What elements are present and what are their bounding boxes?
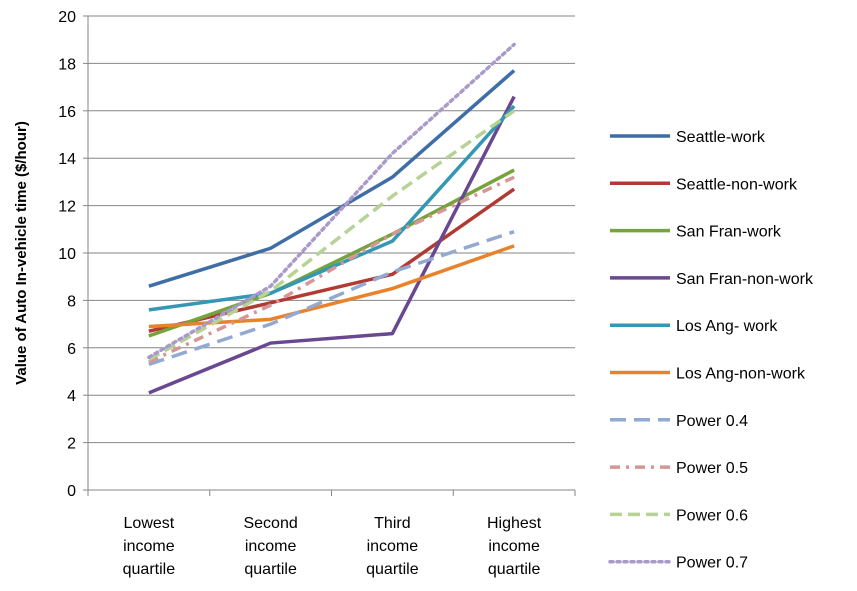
legend-label: Power 0.6	[676, 507, 748, 524]
legend-label: San Fran-non-work	[676, 271, 814, 288]
series-line-los-ang-work	[148, 104, 516, 312]
series-line-power-0-6	[148, 109, 516, 362]
series-line-power-0-4	[148, 230, 515, 367]
series-line-seattle-work	[148, 69, 516, 288]
legend-label: Los Ang- work	[676, 318, 778, 335]
series-lines	[147, 42, 516, 395]
x-tick-label: Lowest income quartile	[123, 515, 176, 578]
y-tick-label: 2	[67, 436, 76, 453]
legend-label: Seattle-non-work	[676, 176, 798, 193]
legend-label: San Fran-work	[676, 224, 782, 241]
axes	[83, 15, 576, 496]
y-axis-label: Value of Auto In-vehicle time ($/hour)	[13, 121, 30, 385]
x-tick-label: Highest income quartile	[487, 515, 542, 578]
series-line-san-fran-non-work	[148, 95, 516, 395]
y-tick-label: 12	[58, 199, 76, 216]
series-line-seattle-non-work	[148, 187, 516, 333]
legend: Seattle-work Seattle-non-work San Fran-wor…	[608, 129, 814, 572]
legend-label: Seattle-work	[676, 129, 766, 146]
x-tick-labels: Lowest income quartile Second income quartile…	[123, 515, 542, 578]
legend-label: Power 0.5	[676, 460, 748, 477]
series-line-power-0-7	[147, 42, 516, 360]
legend-label: Power 0.7	[676, 555, 748, 572]
y-tick-label: 4	[67, 388, 76, 405]
y-tick-label: 10	[58, 246, 76, 263]
series-line-los-ang-non-work	[148, 244, 515, 329]
series-line-power-0-5	[148, 175, 515, 364]
y-tick-label: 18	[58, 56, 76, 73]
y-tick-label: 0	[67, 483, 76, 500]
y-tick-labels: 0 2 4 6 8 10 12 14 16 18 20	[58, 9, 76, 500]
x-tick-label: Third income quartile	[366, 515, 419, 578]
legend-label: Power 0.4	[676, 413, 748, 430]
y-tick-label: 14	[58, 151, 76, 168]
y-tick-label: 20	[58, 9, 76, 26]
x-tick-label: Second income quartile	[243, 515, 297, 578]
y-tick-label: 16	[58, 104, 76, 121]
legend-label: Los Ang-non-work	[676, 366, 806, 383]
y-tick-label: 8	[67, 293, 76, 310]
series-line-san-fran-work	[148, 168, 515, 338]
y-tick-label: 6	[67, 341, 76, 358]
